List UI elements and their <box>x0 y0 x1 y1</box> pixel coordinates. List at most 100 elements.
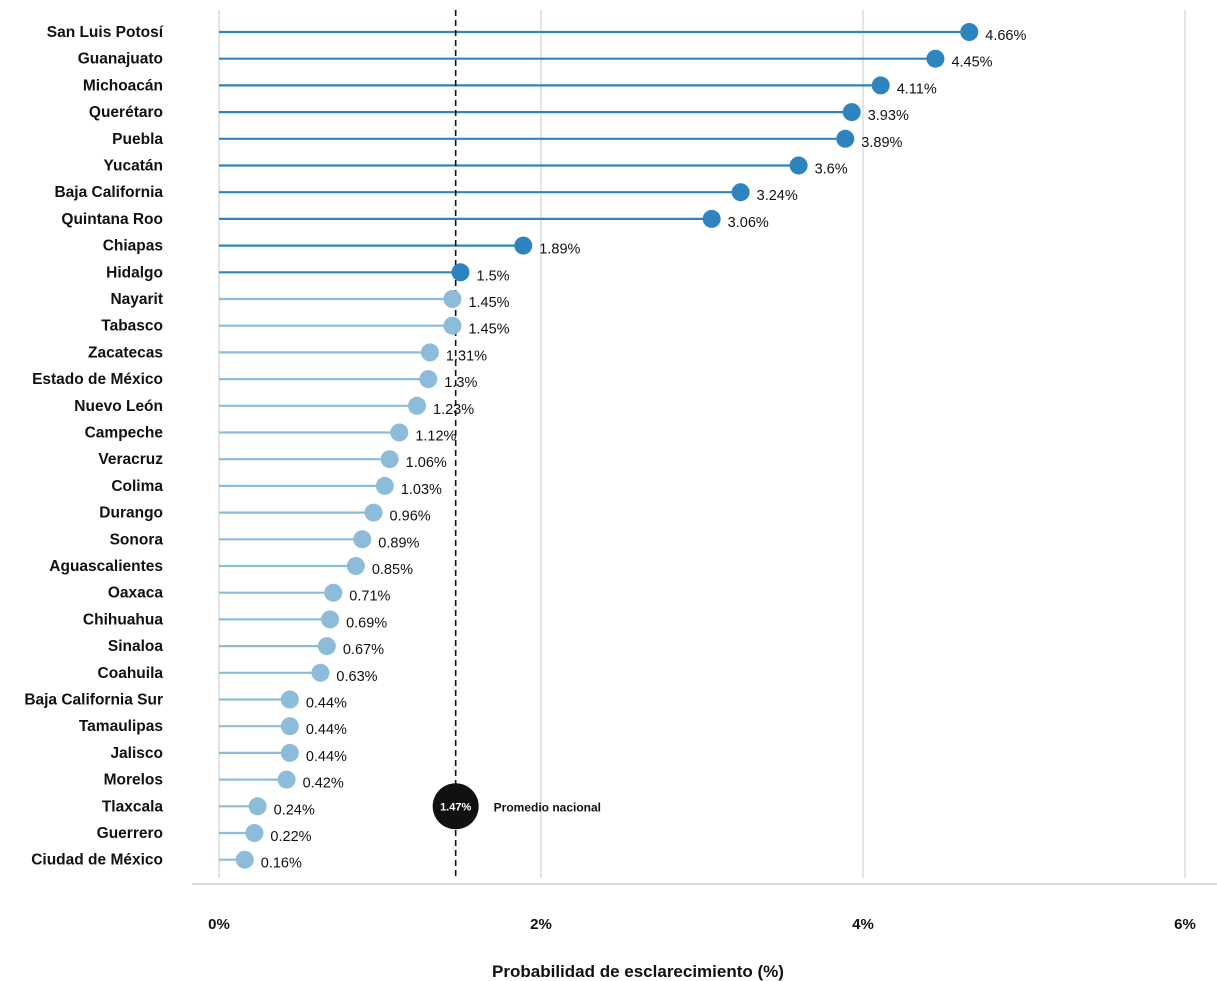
dot-hidalgo <box>452 263 470 281</box>
dot-yucatan <box>790 157 808 175</box>
value-label-coahuila: 0.63% <box>336 669 377 685</box>
category-label-campeche: Campeche <box>85 425 164 442</box>
dot-chiapas <box>514 237 532 255</box>
value-label-jalisco: 0.44% <box>306 749 347 765</box>
category-label-jalisco: Jalisco <box>110 745 163 762</box>
value-label-yucatan: 3.6% <box>815 162 848 178</box>
dot-sinaloa <box>318 637 336 655</box>
category-label-veracruz: Veracruz <box>98 451 163 468</box>
dot-quintana-roo <box>703 210 721 228</box>
grid-lines <box>219 10 1185 878</box>
value-labels: 4.66% 4.45% 4.11% 3.93% 3.89% 3.6% 3.24% 3.06% 1… <box>261 28 1027 872</box>
dot-michoacan <box>872 76 890 94</box>
category-label-tlaxcala: Tlaxcala <box>102 798 164 815</box>
category-label-tamaulipas: Tamaulipas <box>79 718 163 735</box>
category-label-michoacan: Michoacán <box>83 77 163 94</box>
dot-durango <box>365 504 383 522</box>
dot-queretaro <box>843 103 861 121</box>
dot-san-luis-potosi <box>960 23 978 41</box>
average-marker: 1.47% Promedio nacional <box>433 783 601 829</box>
value-label-puebla: 3.89% <box>861 135 902 151</box>
value-label-tlaxcala: 0.24% <box>274 802 315 818</box>
category-label-puebla: Puebla <box>112 131 163 148</box>
dot-coahuila <box>311 664 329 682</box>
value-label-baja-california: 3.24% <box>757 188 798 204</box>
category-label-san-luis-potosi: San Luis Potosí <box>47 24 164 41</box>
dot-tlaxcala <box>249 797 267 815</box>
category-label-guerrero: Guerrero <box>97 825 163 842</box>
dot-tamaulipas <box>281 717 299 735</box>
value-label-zacatecas: 1.31% <box>446 348 487 364</box>
category-label-sinaloa: Sinaloa <box>108 638 164 655</box>
value-label-baja-california-sur: 0.44% <box>306 696 347 712</box>
dot-zacatecas <box>421 343 439 361</box>
value-label-guanajuato: 4.45% <box>951 55 992 71</box>
value-label-durango: 0.96% <box>390 509 431 525</box>
value-label-nayarit: 1.45% <box>468 295 509 311</box>
x-tick-label: 4% <box>852 916 874 933</box>
value-label-oaxaca: 0.71% <box>349 589 390 605</box>
dot-ciudad-de-mexico <box>236 851 254 869</box>
category-label-yucatan: Yucatán <box>104 158 163 175</box>
value-label-san-luis-potosi: 4.66% <box>985 28 1026 44</box>
category-label-baja-california-sur: Baja California Sur <box>24 692 163 709</box>
value-label-quintana-roo: 3.06% <box>728 215 769 231</box>
category-labels: San Luis Potosí Guanajuato Michoacán Querét… <box>24 24 163 869</box>
average-text-label: Promedio nacional <box>494 800 601 814</box>
dot-estado-de-mexico <box>419 370 437 388</box>
x-tick-label: 2% <box>530 916 552 933</box>
dot-aguascalientes <box>347 557 365 575</box>
dot-morelos <box>278 771 296 789</box>
category-label-estado-de-mexico: Estado de México <box>32 371 163 388</box>
dot-chihuahua <box>321 610 339 628</box>
x-tick-label: 6% <box>1174 916 1196 933</box>
value-label-hidalgo: 1.5% <box>477 268 510 284</box>
value-label-aguascalientes: 0.85% <box>372 562 413 578</box>
category-label-morelos: Morelos <box>104 772 163 789</box>
value-label-tamaulipas: 0.44% <box>306 722 347 738</box>
value-label-colima: 1.03% <box>401 482 442 498</box>
value-label-chihuahua: 0.69% <box>346 615 387 631</box>
value-label-nuevo-leon: 1.23% <box>433 402 474 418</box>
dot-colima <box>376 477 394 495</box>
value-label-michoacan: 4.11% <box>897 81 937 97</box>
dot-sonora <box>353 530 371 548</box>
dot-baja-california <box>732 183 750 201</box>
category-label-guanajuato: Guanajuato <box>78 51 163 68</box>
dot-veracruz <box>381 450 399 468</box>
dot-campeche <box>390 424 408 442</box>
category-label-quintana-roo: Quintana Roo <box>61 211 163 228</box>
category-label-coahuila: Coahuila <box>98 665 164 682</box>
value-label-tabasco: 1.45% <box>468 322 509 338</box>
dot-oaxaca <box>324 584 342 602</box>
dot-baja-california-sur <box>281 691 299 709</box>
category-label-tabasco: Tabasco <box>101 318 163 335</box>
category-label-baja-california: Baja California <box>54 184 163 201</box>
category-label-nuevo-leon: Nuevo León <box>74 398 163 415</box>
category-label-sonora: Sonora <box>110 531 164 548</box>
value-label-chiapas: 1.89% <box>539 242 580 258</box>
value-label-morelos: 0.42% <box>303 776 344 792</box>
dot-nayarit <box>443 290 461 308</box>
category-label-aguascalientes: Aguascalientes <box>49 558 163 575</box>
value-label-guerrero: 0.22% <box>270 829 311 845</box>
value-label-estado-de-mexico: 1.3% <box>444 375 477 391</box>
x-tick-label: 0% <box>208 916 230 933</box>
dot-jalisco <box>281 744 299 762</box>
category-label-hidalgo: Hidalgo <box>106 264 163 281</box>
dot-guanajuato <box>926 50 944 68</box>
category-label-queretaro: Querétaro <box>89 104 163 121</box>
category-label-chihuahua: Chihuahua <box>83 611 163 628</box>
dot-tabasco <box>443 317 461 335</box>
average-value-label: 1.47% <box>440 801 471 813</box>
dot-nuevo-leon <box>408 397 426 415</box>
dot-guerrero <box>245 824 263 842</box>
category-label-nayarit: Nayarit <box>110 291 163 308</box>
x-axis-title: Probabilidad de esclarecimiento (%) <box>492 962 784 981</box>
value-label-veracruz: 1.06% <box>406 455 447 471</box>
category-label-zacatecas: Zacatecas <box>88 344 163 361</box>
category-label-ciudad-de-mexico: Ciudad de México <box>31 852 163 869</box>
category-label-colima: Colima <box>111 478 163 495</box>
value-label-queretaro: 3.93% <box>868 108 909 124</box>
